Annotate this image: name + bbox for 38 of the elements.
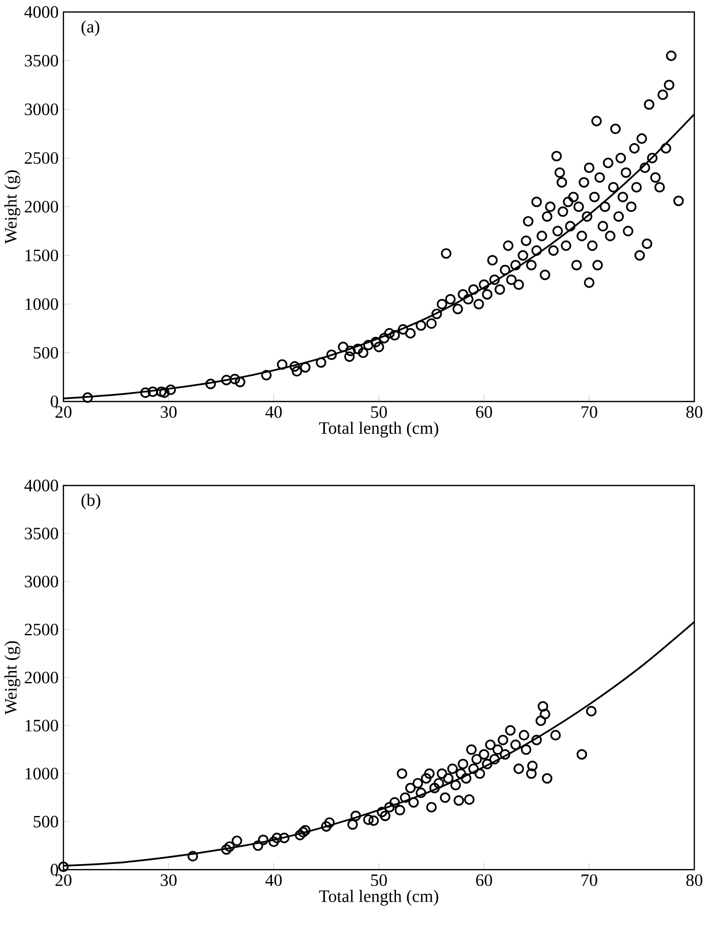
x-tick-label: 60 bbox=[476, 874, 492, 886]
x-axis-title: Total length (cm) bbox=[319, 890, 438, 906]
chart-title: (b) bbox=[82, 494, 100, 510]
y-tick-label: 3000 bbox=[24, 576, 58, 588]
x-tick-label: 80 bbox=[686, 406, 702, 418]
y-tick-label: 500 bbox=[34, 346, 58, 359]
y-axis-title: Weight (g) bbox=[4, 641, 20, 715]
y-tick-label: 2000 bbox=[24, 672, 58, 684]
y-tick-label: 2500 bbox=[24, 152, 58, 164]
y-tick-label: 500 bbox=[34, 816, 58, 828]
x-tick-label: 30 bbox=[160, 406, 177, 418]
y-tick-label: 0 bbox=[50, 864, 58, 876]
x-tick-label: 80 bbox=[686, 874, 702, 886]
y-tick-label: 4000 bbox=[24, 480, 58, 492]
y-tick-label: 1000 bbox=[26, 768, 58, 780]
y-tick-label: 2000 bbox=[24, 200, 58, 213]
x-tick-label: 20 bbox=[56, 874, 72, 886]
y-tick-label: 1000 bbox=[26, 298, 58, 310]
x-tick-label: 40 bbox=[265, 406, 282, 418]
y-tick-label: 0 bbox=[50, 396, 58, 408]
y-tick-label: 3500 bbox=[24, 54, 58, 67]
x-tick-label: 40 bbox=[265, 874, 282, 886]
x-tick-label: 50 bbox=[371, 406, 387, 418]
y-tick-label: 1500 bbox=[26, 250, 58, 262]
chart-title: (a) bbox=[82, 20, 100, 36]
x-tick-label: 60 bbox=[476, 406, 492, 418]
x-tick-label: 70 bbox=[582, 406, 598, 418]
y-tick-label: 3500 bbox=[24, 528, 58, 540]
y-tick-label: 3000 bbox=[24, 104, 58, 116]
x-axis-title: Total length (cm) bbox=[319, 422, 438, 438]
y-axis-title: Weight (g) bbox=[4, 170, 20, 244]
x-tick-label: 30 bbox=[160, 874, 177, 886]
y-tick-label: 2500 bbox=[24, 624, 58, 636]
x-tick-label: 20 bbox=[56, 406, 72, 418]
y-tick-label: 4000 bbox=[24, 6, 58, 18]
x-tick-label: 70 bbox=[582, 874, 598, 886]
x-tick-label: 50 bbox=[371, 874, 387, 886]
y-tick-label: 1500 bbox=[26, 720, 58, 732]
